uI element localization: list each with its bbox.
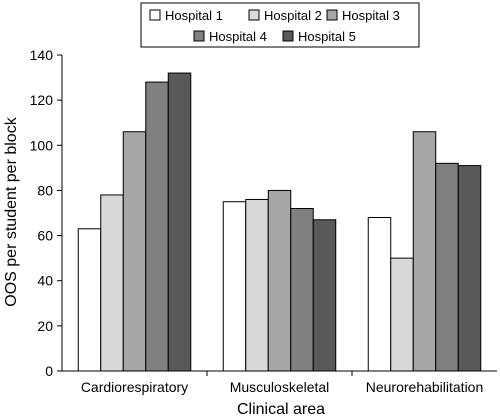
legend-label-3: Hospital 3: [342, 8, 400, 23]
bar-hospital-4-cardiorespiratory: [145, 81, 169, 372]
bar-hospital-1-cardiorespiratory: [77, 228, 102, 372]
y-tick-label: 80: [37, 182, 53, 198]
plot-area: 0 20 40 60 80 100 120 140 Cardiorespiratory Muscu…: [30, 47, 497, 395]
y-tick-label: 40: [37, 273, 53, 289]
bar-hospital-1-musculoskeletal: [222, 201, 247, 372]
legend-swatch-3: [326, 9, 338, 21]
bar-hospital-3-neurorehabilitation: [412, 131, 437, 372]
bar-hospital-4-neurorehabilitation: [435, 162, 459, 372]
x-tick-label: Musculoskeletal: [230, 379, 330, 395]
y-tick-label: 0: [45, 363, 53, 379]
legend-box: [140, 2, 420, 48]
bar-hospital-4-musculoskeletal: [290, 207, 314, 372]
legend-swatch-4: [193, 30, 205, 42]
y-tick-label: 20: [37, 318, 53, 334]
legend-swatch-1: [149, 9, 161, 21]
y-axis-title: OOS per student per block: [3, 116, 20, 306]
x-tick-label: Neurorehabilitation: [366, 379, 484, 395]
bar-hospital-2-musculoskeletal: [245, 198, 269, 372]
legend-swatch-5: [282, 30, 294, 42]
legend: Hospital 1 Hospital 2 Hospital 3 Hospital 4…: [140, 2, 420, 48]
y-tick-label: 100: [30, 137, 54, 153]
y-tick-label: 60: [37, 228, 53, 244]
x-axis-title: Clinical area: [237, 401, 325, 418]
bar-hospital-2-neurorehabilitation: [390, 257, 414, 372]
legend-label-1: Hospital 1: [165, 8, 223, 23]
legend-label-2: Hospital 2: [264, 8, 322, 23]
legend-swatch-2: [248, 9, 260, 21]
bar-hospital-5-neurorehabilitation: [457, 165, 482, 372]
bar-hospital-5-cardiorespiratory: [167, 72, 192, 372]
bar-hospital-2-cardiorespiratory: [100, 194, 124, 372]
bar-hospital-3-musculoskeletal: [267, 189, 292, 372]
y-tick-label: 120: [30, 92, 54, 108]
bar-hospital-1-neurorehabilitation: [367, 217, 392, 372]
bar-hospital-3-cardiorespiratory: [122, 131, 147, 372]
legend-label-4: Hospital 4: [209, 29, 267, 44]
x-tick-label: Cardiorespiratory: [81, 379, 188, 395]
y-tick-label: 140: [30, 47, 54, 63]
legend-label-5: Hospital 5: [298, 29, 356, 44]
bar-hospital-5-musculoskeletal: [312, 219, 337, 372]
